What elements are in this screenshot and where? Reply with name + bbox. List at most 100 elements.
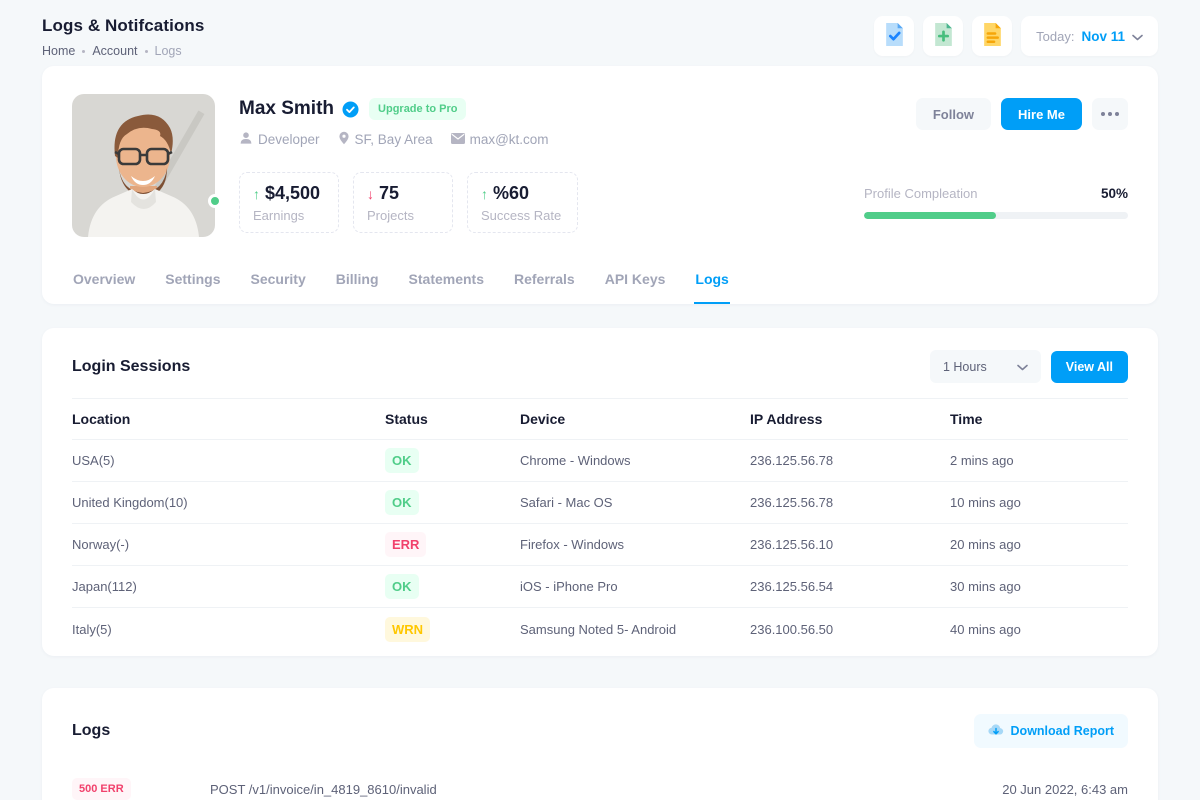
cell-ip: 236.125.56.78: [750, 453, 950, 468]
file-plus-icon: [933, 22, 954, 50]
stat-earnings: ↑ $4,500 Earnings: [239, 172, 339, 233]
cell-time: 40 mins ago: [950, 622, 1128, 637]
view-all-button[interactable]: View All: [1051, 351, 1128, 383]
location-meta: SF, Bay Area: [338, 131, 433, 148]
cell-device: Chrome - Windows: [520, 453, 750, 468]
cell-device: Safari - Mac OS: [520, 495, 750, 510]
chevron-down-icon: [1017, 360, 1028, 374]
col-device: Device: [520, 411, 750, 427]
stat-value: 75: [379, 183, 399, 204]
breadcrumb: Home Account Logs: [42, 44, 204, 58]
log-status-badge: 500 ERR: [72, 778, 131, 800]
profile-photo: [72, 94, 215, 237]
cell-location: United Kingdom(10): [72, 495, 385, 510]
log-row: 500 ERR POST /v1/invoice/in_4819_8610/in…: [72, 778, 1128, 800]
cell-time: 10 mins ago: [950, 495, 1128, 510]
tab-referrals[interactable]: Referrals: [513, 267, 576, 304]
cell-ip: 236.125.56.78: [750, 495, 950, 510]
status-badge: ERR: [385, 532, 426, 557]
location-label: SF, Bay Area: [355, 132, 433, 147]
breadcrumb-separator: [82, 50, 85, 53]
verified-badge-icon: [342, 101, 359, 118]
table-row: Norway(-) ERR Firefox - Windows 236.125.…: [72, 524, 1128, 566]
col-status: Status: [385, 411, 520, 427]
breadcrumb-account[interactable]: Account: [92, 44, 137, 58]
hours-filter-select[interactable]: 1 Hours: [930, 350, 1041, 383]
tab-settings[interactable]: Settings: [164, 267, 221, 304]
completion-value: 50%: [1101, 186, 1128, 201]
breadcrumb-separator: [145, 50, 148, 53]
more-options-button[interactable]: [1092, 98, 1128, 130]
cell-ip: 236.125.56.54: [750, 579, 950, 594]
file-lines-button[interactable]: [972, 16, 1012, 56]
page-title: Logs & Notifcations: [42, 16, 204, 36]
stat-value: %60: [493, 183, 529, 204]
online-status-dot: [208, 194, 222, 208]
login-sessions-title: Login Sessions: [72, 358, 190, 376]
logs-card: Logs Download Report 500 ERR POST /v1/in…: [42, 688, 1158, 800]
cell-ip: 236.125.56.10: [750, 537, 950, 552]
cell-location: USA(5): [72, 453, 385, 468]
profile-tabs: Overview Settings Security Billing State…: [72, 267, 1128, 304]
login-sessions-card: Login Sessions 1 Hours View All Location…: [42, 328, 1158, 656]
stat-label: Earnings: [253, 208, 322, 223]
chevron-down-icon: [1132, 29, 1143, 44]
sessions-table-header: Location Status Device IP Address Time: [72, 398, 1128, 440]
arrow-down-icon: ↓: [367, 186, 374, 202]
cell-device: iOS - iPhone Pro: [520, 579, 750, 594]
download-report-button[interactable]: Download Report: [974, 714, 1128, 748]
profile-meta: Developer SF, Bay Area max: [239, 131, 549, 148]
upgrade-pro-badge[interactable]: Upgrade to Pro: [369, 98, 466, 120]
stat-projects: ↓ 75 Projects: [353, 172, 453, 233]
stat-value: $4,500: [265, 183, 320, 204]
stat-label: Projects: [367, 208, 436, 223]
tab-statements[interactable]: Statements: [408, 267, 485, 304]
arrow-up-icon: ↑: [253, 186, 260, 202]
completion-progress-fill: [864, 212, 996, 219]
email-meta: max@kt.com: [451, 132, 549, 147]
cell-ip: 236.100.56.50: [750, 622, 950, 637]
cloud-download-icon: [988, 723, 1004, 739]
user-icon: [239, 131, 253, 148]
role-meta: Developer: [239, 131, 320, 148]
col-location: Location: [72, 411, 385, 427]
header-actions: Today: Nov 11: [874, 16, 1158, 56]
stat-label: Success Rate: [481, 208, 561, 223]
breadcrumb-logs[interactable]: Logs: [155, 44, 182, 58]
follow-button[interactable]: Follow: [916, 98, 991, 130]
tab-billing[interactable]: Billing: [335, 267, 380, 304]
file-check-icon: [884, 22, 905, 50]
log-path: POST /v1/invoice/in_4819_8610/invalid: [210, 782, 1002, 797]
cell-device: Samsung Noted 5- Android: [520, 622, 750, 637]
cell-time: 20 mins ago: [950, 537, 1128, 552]
cell-location: Italy(5): [72, 622, 385, 637]
profile-name: Max Smith: [239, 98, 334, 120]
arrow-up-icon: ↑: [481, 186, 488, 202]
table-row: Italy(5) WRN Samsung Noted 5- Android 23…: [72, 608, 1128, 650]
status-badge: WRN: [385, 617, 430, 642]
log-date: 20 Jun 2022, 6:43 am: [1002, 782, 1128, 797]
file-check-button[interactable]: [874, 16, 914, 56]
status-badge: OK: [385, 448, 419, 473]
table-row: United Kingdom(10) OK Safari - Mac OS 23…: [72, 482, 1128, 524]
hire-me-button[interactable]: Hire Me: [1001, 98, 1082, 130]
profile-completion: Profile Compleation 50%: [864, 186, 1128, 219]
cell-location: Norway(-): [72, 537, 385, 552]
tab-logs[interactable]: Logs: [694, 267, 729, 304]
completion-label: Profile Compleation: [864, 186, 977, 201]
email-label: max@kt.com: [470, 132, 549, 147]
table-row: USA(5) OK Chrome - Windows 236.125.56.78…: [72, 440, 1128, 482]
date-picker-button[interactable]: Today: Nov 11: [1021, 16, 1158, 56]
file-lines-icon: [982, 22, 1003, 50]
file-plus-button[interactable]: [923, 16, 963, 56]
envelope-icon: [451, 132, 465, 147]
tab-overview[interactable]: Overview: [72, 267, 136, 304]
sessions-table: Location Status Device IP Address Time U…: [72, 398, 1128, 650]
breadcrumb-home[interactable]: Home: [42, 44, 75, 58]
status-badge: OK: [385, 574, 419, 599]
table-row: Japan(112) OK iOS - iPhone Pro 236.125.5…: [72, 566, 1128, 608]
tab-api-keys[interactable]: API Keys: [604, 267, 667, 304]
completion-progress-track: [864, 212, 1128, 219]
page-heading: Logs & Notifcations Home Account Logs: [42, 16, 204, 58]
tab-security[interactable]: Security: [250, 267, 307, 304]
